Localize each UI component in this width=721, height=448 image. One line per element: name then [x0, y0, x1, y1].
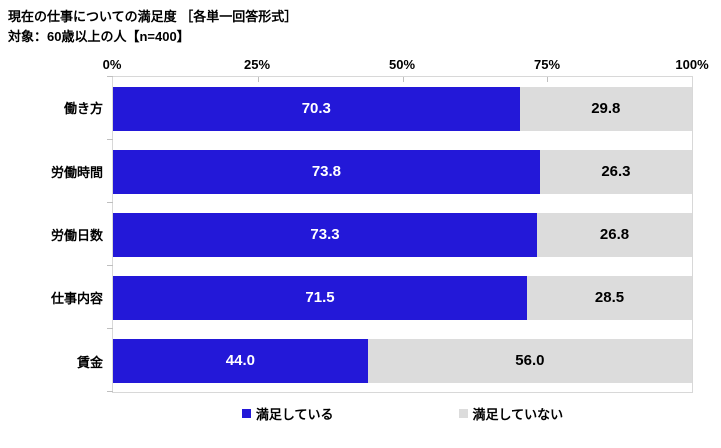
value-label: 29.8 [591, 100, 621, 117]
value-label: 73.8 [311, 163, 342, 180]
category-labels: 働き方労働時間労働日数仕事内容賃金 [0, 76, 112, 393]
bar-track: 73.3 26.8 [113, 212, 692, 257]
bar-track: 70.3 29.8 [113, 86, 692, 131]
chart-row: 73.3 26.8 [113, 203, 692, 266]
y-axis-tick-mark [107, 328, 113, 329]
legend: 満足している 満足していない [112, 404, 693, 423]
legend-swatch-icon [458, 409, 468, 418]
x-axis-tick-mark [547, 77, 549, 82]
x-axis-tick-label: 0% [102, 57, 122, 72]
category-label: 働き方 [63, 101, 103, 117]
category-label: 労働日数 [50, 228, 103, 244]
bar-track: 71.5 28.5 [113, 275, 692, 320]
chart-row: 44.0 56.0 [113, 329, 692, 392]
bar-segment-satisfied: 71.5 [113, 275, 527, 320]
chart-body: 働き方労働時間労働日数仕事内容賃金 70.3 29.8 73.8 26.3 73.3 26… [0, 76, 693, 393]
bar-segment-satisfied: 73.3 [113, 212, 537, 257]
legend-item-satisfied: 満足している [241, 404, 334, 423]
value-label: 28.5 [594, 289, 625, 306]
plot-area: 70.3 29.8 73.8 26.3 73.3 26.8 71.5 28.5 44.0 56.0 [107, 76, 693, 393]
x-axis-tick-label: 75% [533, 57, 561, 72]
category-label: 仕事内容 [50, 291, 103, 307]
chart-row: 73.8 26.3 [113, 140, 692, 203]
value-label: 26.8 [599, 226, 630, 243]
legend-label: 満足していない [472, 407, 564, 422]
chart-row: 70.3 29.8 [113, 77, 692, 140]
y-axis-tick-mark [107, 76, 113, 77]
x-axis-tick-mark [257, 77, 259, 82]
chart-row: 71.5 28.5 [113, 266, 692, 329]
y-axis-tick-mark [107, 391, 113, 392]
bar-segment-not-satisfied: 56.0 [367, 338, 692, 383]
chart-header: 現在の仕事についての満足度 ［各単一回答形式］ 対象：60歳以上の人【n=400… [0, 0, 721, 46]
value-label: 56.0 [515, 352, 545, 369]
value-label: 26.3 [601, 163, 631, 180]
bar-segment-satisfied: 70.3 [113, 86, 520, 131]
value-label: 73.3 [310, 226, 340, 243]
x-axis-tick-label: 50% [388, 57, 416, 72]
x-axis-tick-label: 25% [243, 57, 271, 72]
value-label: 44.0 [225, 352, 255, 369]
y-axis-tick-mark [107, 265, 113, 266]
bar-segment-not-satisfied: 26.3 [539, 149, 692, 194]
category-label: 労働時間 [50, 164, 103, 180]
bar-track: 73.8 26.3 [113, 149, 692, 194]
category-label: 賃金 [76, 354, 103, 370]
bar-segment-not-satisfied: 28.5 [526, 275, 692, 320]
legend-label: 満足している [255, 407, 334, 422]
bar-track: 44.0 56.0 [113, 338, 692, 383]
bar-segment-satisfied: 73.8 [113, 149, 540, 194]
bar-segment-not-satisfied: 29.8 [519, 86, 692, 131]
legend-item-not-satisfied: 満足していない [458, 404, 564, 423]
x-axis-tick-label: 100% [675, 57, 709, 72]
x-axis-tick-mark [402, 77, 404, 82]
value-label: 70.3 [301, 100, 331, 117]
chart-title: 現在の仕事についての満足度 ［各単一回答形式］ [8, 9, 298, 24]
chart-subtitle: 対象：60歳以上の人【n=400】 [8, 28, 190, 44]
value-label: 71.5 [305, 289, 335, 306]
y-axis-tick-mark [107, 139, 113, 140]
bar-segment-not-satisfied: 26.8 [536, 212, 692, 257]
bar-segment-satisfied: 44.0 [113, 338, 368, 383]
x-axis: 0% 25% 50% 75% 100% [103, 57, 709, 73]
legend-swatch-icon [241, 409, 251, 418]
y-axis-tick-mark [107, 202, 113, 203]
